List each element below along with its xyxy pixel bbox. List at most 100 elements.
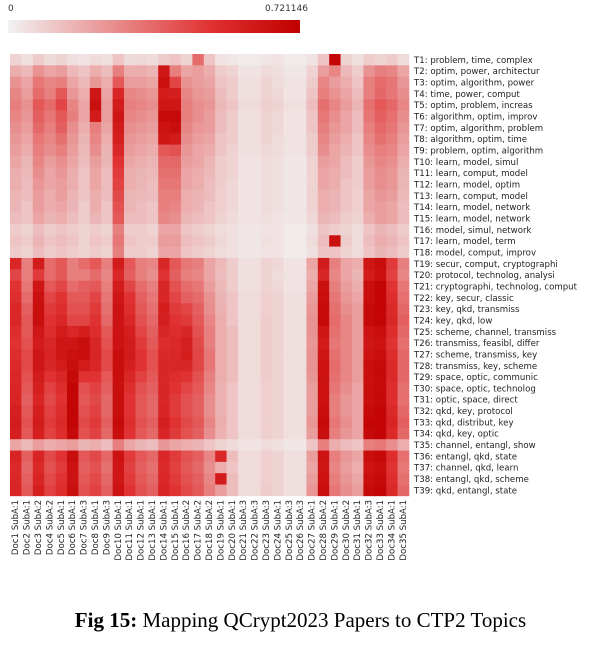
- heatmap-cell: [272, 212, 284, 225]
- heatmap-cell: [363, 144, 376, 157]
- heatmap-cell: [181, 371, 193, 383]
- heatmap-cell: [226, 269, 239, 281]
- heatmap-cell: [78, 337, 91, 349]
- y-tick-label: T20: protocol, technolog, analysi: [413, 271, 555, 281]
- heatmap-cell: [306, 54, 319, 66]
- heatmap-cell: [44, 450, 56, 463]
- heatmap-cell: [158, 382, 170, 395]
- color-legend: 0 0.721146: [8, 4, 308, 38]
- heatmap-cell: [192, 382, 205, 395]
- heatmap-cell: [158, 110, 170, 123]
- heatmap-cell: [226, 348, 239, 361]
- heatmap-cell: [397, 393, 410, 406]
- heatmap-cell: [21, 303, 34, 315]
- heatmap-cell: [192, 450, 205, 463]
- heatmap-cell: [363, 133, 376, 145]
- heatmap-cell: [21, 405, 34, 417]
- heatmap-cell: [158, 359, 170, 372]
- heatmap-cell: [295, 99, 307, 111]
- heatmap-cell: [158, 87, 170, 100]
- heatmap-cell: [249, 54, 262, 66]
- heatmap-cell: [169, 99, 182, 111]
- heatmap-cell: [135, 269, 148, 281]
- heatmap-cell: [283, 178, 296, 191]
- heatmap-cell: [135, 235, 148, 247]
- heatmap-cell: [78, 439, 91, 451]
- heatmap-cell: [89, 325, 102, 338]
- heatmap-cell: [181, 144, 193, 157]
- heatmap-cell: [317, 439, 330, 451]
- x-tick-label: Doc30 SubA:2: [342, 500, 352, 561]
- heatmap-cell: [295, 167, 307, 179]
- heatmap-cell: [329, 99, 341, 111]
- heatmap-cell: [329, 484, 341, 497]
- heatmap-cell: [249, 314, 262, 327]
- heatmap-cell: [67, 178, 79, 191]
- heatmap-cell: [260, 167, 273, 179]
- heatmap-cell: [181, 291, 193, 304]
- heatmap-cell: [135, 371, 148, 383]
- heatmap-cell: [55, 54, 68, 66]
- heatmap-cell: [374, 314, 387, 327]
- heatmap-cell: [203, 178, 216, 191]
- heatmap-cell: [124, 359, 136, 372]
- heatmap-cell: [21, 212, 34, 225]
- heatmap-cell: [44, 87, 56, 100]
- heatmap-cell: [192, 99, 205, 111]
- heatmap-cell: [158, 337, 170, 349]
- heatmap-cell: [10, 439, 22, 451]
- heatmap-cell: [78, 110, 91, 123]
- heatmap-cell: [386, 223, 398, 236]
- heatmap-cell: [329, 382, 341, 395]
- heatmap-cell: [169, 121, 182, 134]
- heatmap-cell: [329, 155, 341, 168]
- heatmap-cell: [32, 280, 45, 293]
- heatmap-cell: [32, 439, 45, 451]
- heatmap-cell: [203, 121, 216, 134]
- heatmap-cell: [124, 314, 136, 327]
- heatmap-cell: [272, 461, 284, 474]
- heatmap-cell: [32, 121, 45, 134]
- heatmap-cell: [386, 246, 398, 259]
- heatmap-cell: [146, 144, 159, 157]
- heatmap-cell: [10, 359, 22, 372]
- heatmap-cell: [44, 223, 56, 236]
- heatmap-cell: [306, 473, 319, 485]
- heatmap-cell: [135, 405, 148, 417]
- heatmap-cell: [112, 201, 125, 213]
- heatmap-cell: [352, 235, 364, 247]
- heatmap-cell: [67, 359, 79, 372]
- heatmap-cell: [124, 167, 136, 179]
- heatmap-cell: [169, 337, 182, 349]
- heatmap-cell: [226, 382, 239, 395]
- heatmap-cell: [158, 427, 170, 440]
- heatmap-cell: [192, 246, 205, 259]
- heatmap-cell: [260, 393, 273, 406]
- heatmap-cell: [78, 167, 91, 179]
- heatmap-cell: [192, 201, 205, 213]
- heatmap-cell: [135, 314, 148, 327]
- y-tick-label: T9: problem, optim, algorithm: [413, 146, 543, 156]
- heatmap-cell: [352, 133, 364, 145]
- heatmap-cell: [363, 427, 376, 440]
- heatmap-cell: [238, 359, 250, 372]
- heatmap-cell: [397, 337, 410, 349]
- heatmap-cell: [169, 189, 182, 202]
- heatmap-cell: [146, 110, 159, 123]
- y-tick-label: T12: learn, model, optim: [413, 180, 520, 190]
- heatmap-cell: [386, 201, 398, 213]
- heatmap-cell: [112, 87, 125, 100]
- heatmap-cell: [352, 178, 364, 191]
- heatmap-cell: [124, 291, 136, 304]
- heatmap-cell: [272, 54, 284, 66]
- heatmap-cell: [249, 212, 262, 225]
- heatmap-cell: [44, 393, 56, 406]
- heatmap-cell: [260, 348, 273, 361]
- heatmap-cell: [158, 155, 170, 168]
- y-tick-label: T2: optim, power, architectur: [413, 67, 540, 77]
- heatmap-cell: [397, 439, 410, 451]
- heatmap-cell: [295, 450, 307, 463]
- heatmap-cell: [249, 382, 262, 395]
- heatmap-cell: [215, 178, 227, 191]
- heatmap-cell: [101, 133, 113, 145]
